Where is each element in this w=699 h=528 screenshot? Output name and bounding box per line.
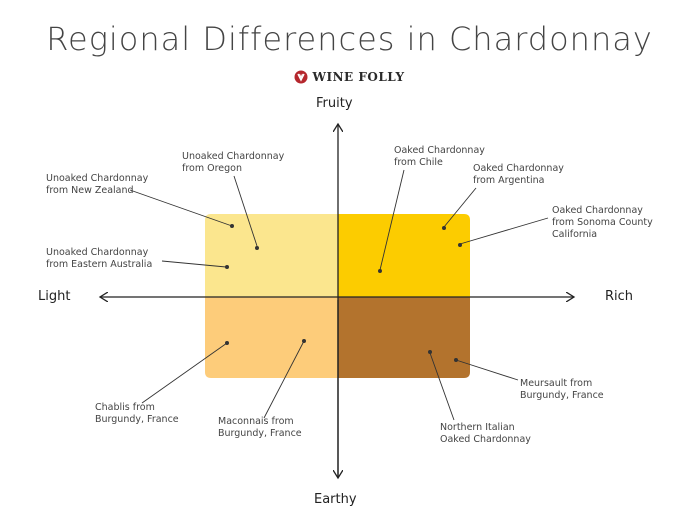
page-title: Regional Differences in Chardonnay (46, 20, 653, 58)
quadrant-earthy-light (205, 297, 338, 378)
leader-oregon (233, 175, 258, 247)
leader-northern-italian (429, 352, 455, 421)
quadrant-earthy-rich (338, 297, 470, 378)
leader-argentina (443, 187, 477, 228)
point-argentina (442, 226, 446, 230)
label-eastern-australia: Unoaked Chardonnay from Eastern Australi… (46, 247, 153, 270)
axis-label-right: Rich (605, 289, 634, 304)
quadrant-fruity-rich (338, 214, 470, 297)
leader-meursault (455, 359, 519, 381)
leader-sonoma (459, 217, 549, 245)
label-meursault: Meursault from Burgundy, France (520, 378, 604, 401)
axis-label-left: Light (38, 289, 71, 304)
label-northern-italian: Northern Italian Oaked Chardonnay (440, 422, 531, 445)
leader-new-zealand (129, 189, 233, 227)
point-sonoma (458, 243, 462, 247)
brand-name: WINE FOLLY (312, 70, 405, 84)
point-northern-italian (428, 350, 432, 354)
point-meursault (454, 358, 458, 362)
brand-logo: WINE FOLLY (0, 70, 699, 84)
point-chablis (225, 341, 229, 345)
label-chile: Oaked Chardonnay from Chile (394, 145, 485, 168)
leader-chablis (141, 342, 228, 404)
point-maconnais (302, 339, 306, 343)
label-new-zealand: Unoaked Chardonnay from New Zealand (46, 173, 149, 196)
point-new-zealand (230, 224, 234, 228)
label-chablis: Chablis from Burgundy, France (95, 402, 179, 425)
leader-lines (129, 169, 549, 421)
axis-label-top: Fruity (316, 96, 353, 111)
wine-folly-logo-icon (294, 70, 308, 84)
leader-chile (379, 169, 405, 271)
label-sonoma: Oaked Chardonnay from Sonoma County Cali… (552, 205, 653, 240)
axis-label-bottom: Earthy (314, 492, 357, 507)
point-eastern-australia (225, 265, 229, 269)
label-maconnais: Maconnais from Burgundy, France (218, 416, 302, 439)
leader-maconnais (263, 340, 305, 419)
quadrant-fruity-light (205, 214, 338, 297)
label-argentina: Oaked Chardonnay from Argentina (473, 163, 564, 186)
leader-eastern-australia (161, 260, 227, 268)
wine-points (225, 224, 462, 362)
point-oregon (255, 246, 259, 250)
point-chile (378, 269, 382, 273)
label-oregon: Unoaked Chardonnay from Oregon (182, 151, 285, 174)
